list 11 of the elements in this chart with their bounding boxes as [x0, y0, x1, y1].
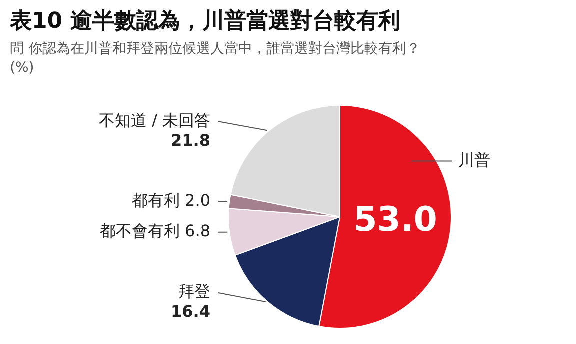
- slice-label: 都不會有利 6.8: [100, 222, 210, 241]
- data-label: 21.8: [171, 130, 210, 150]
- data-label: 53.0: [354, 200, 438, 240]
- chart-title: 表10 逾半數認為，川普當選對台較有利: [10, 8, 400, 36]
- chart-subtitle: 問 你認為在川普和拜登兩位候選人當中，誰當選對台灣比較有利？: [10, 40, 420, 58]
- slice-label: 都有利 2.0: [132, 190, 210, 210]
- text: (%): [10, 60, 34, 76]
- slice-label: 不知道 / 未回答: [98, 110, 210, 130]
- slice-label: 川普: [458, 150, 491, 170]
- slice-label: 拜登: [178, 282, 210, 302]
- data-label: 16.4: [171, 302, 210, 322]
